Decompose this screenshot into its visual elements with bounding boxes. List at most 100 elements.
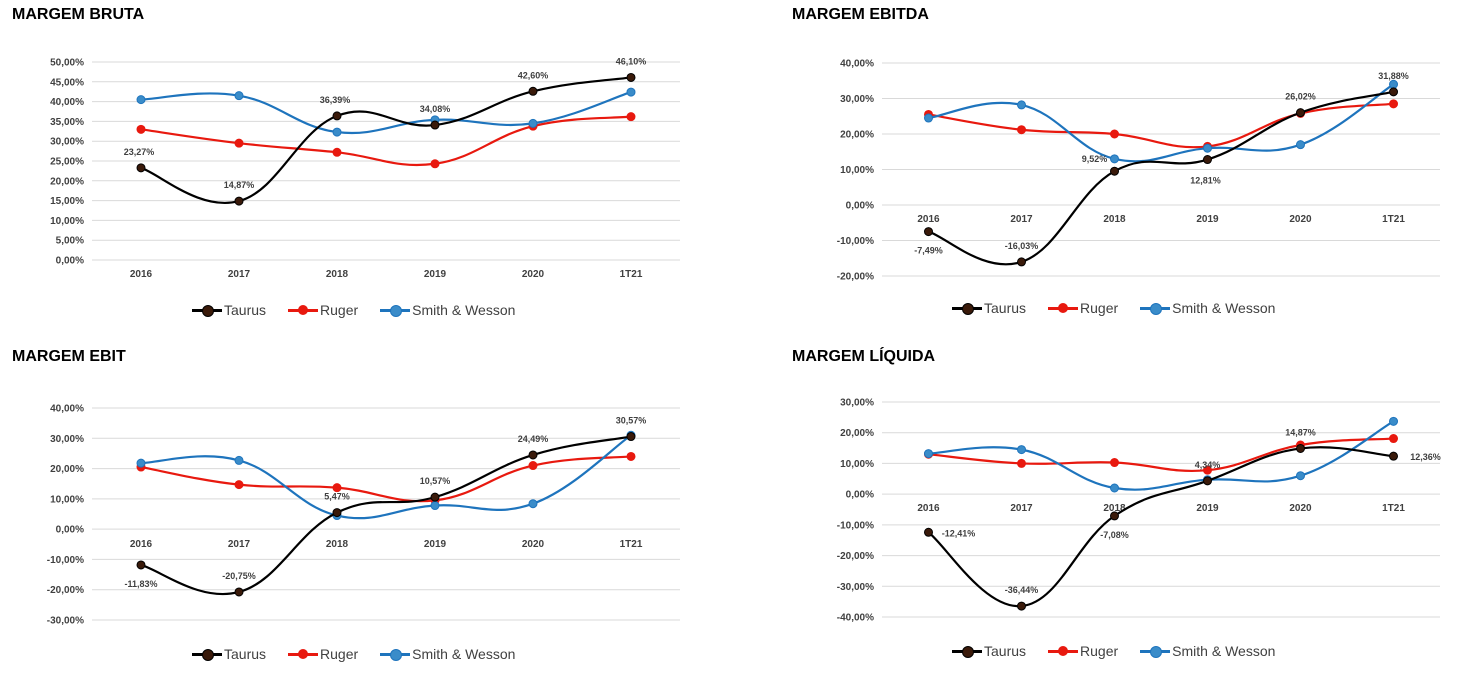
data-point [528, 499, 538, 509]
legend-item-smith-wesson: Smith & Wesson [1140, 300, 1275, 316]
legend-item-taurus: Taurus [192, 302, 266, 318]
y-tick-label: 20,00% [840, 130, 874, 141]
data-point [136, 163, 146, 173]
data-label: 30,57% [616, 416, 647, 426]
y-tick-label: -10,00% [837, 236, 874, 247]
data-label: -16,03% [1005, 241, 1039, 251]
legend-label-ruger: Ruger [1080, 300, 1119, 316]
data-label: 9,52% [1082, 154, 1108, 164]
x-tick-label: 2017 [1010, 503, 1033, 514]
legend-swatch-smith-wesson [1140, 646, 1171, 658]
legend-item-taurus: Taurus [952, 643, 1026, 659]
y-tick-label: 10,00% [840, 459, 874, 470]
y-tick-label: 10,00% [50, 494, 84, 505]
data-label: 5,47% [324, 492, 350, 502]
y-tick-label: 40,00% [50, 97, 84, 108]
data-label: -12,41% [942, 528, 976, 538]
data-point [1296, 108, 1305, 118]
data-point [528, 450, 538, 460]
data-point [1110, 166, 1119, 176]
line-chart-margem-ebitda: -20,00% -10,00% 0,00% 10,00% 20,00% 30,00% 40,… [837, 59, 1440, 283]
series-line-smith-wesson [140, 91, 632, 135]
legend-item-ruger: Ruger [288, 646, 358, 662]
y-tick-label: 10,00% [50, 216, 84, 227]
legend-swatch-taurus [192, 649, 222, 661]
legend-swatch-ruger [1048, 646, 1079, 656]
y-tick-label: 20,00% [840, 428, 874, 439]
data-point [1389, 87, 1398, 97]
data-label: -11,83% [124, 579, 157, 589]
series-line-taurus [140, 435, 632, 595]
y-tick-label: 45,00% [50, 77, 84, 88]
data-point [1017, 125, 1026, 135]
y-tick-label: 15,00% [50, 196, 84, 207]
legend-label-taurus: Taurus [224, 302, 267, 318]
legend-label-ruger: Ruger [1080, 643, 1119, 659]
data-point [234, 138, 244, 148]
series-line-taurus [927, 446, 1394, 608]
data-label: 12,36% [1410, 452, 1441, 462]
data-label: 12,81% [1190, 176, 1221, 186]
data-point [1296, 471, 1305, 481]
legend-label-taurus: Taurus [984, 643, 1027, 659]
data-label: 34,08% [420, 104, 451, 114]
x-tick-label: 2017 [228, 269, 251, 280]
line-chart-margem-liquida: -40,00% -30,00% -20,00% -10,00% 0,00% 10,00% 2… [837, 398, 1441, 624]
x-tick-label: 1T21 [620, 269, 643, 280]
data-point [626, 432, 636, 442]
data-point [332, 147, 342, 157]
legend: Taurus Ruger Smith & Wesson [192, 302, 515, 318]
data-point [234, 587, 244, 597]
data-point [1203, 465, 1212, 475]
data-point [430, 501, 440, 511]
legend-swatch-taurus [192, 305, 222, 317]
x-tick-label: 2018 [1103, 503, 1126, 514]
x-tick-label: 2020 [522, 539, 545, 550]
series-line-ruger [928, 437, 1394, 472]
data-point [924, 527, 933, 537]
x-tick-label: 2018 [326, 539, 349, 550]
data-point [1017, 601, 1026, 611]
data-point [1296, 443, 1305, 453]
data-point [626, 72, 636, 82]
data-point [528, 118, 538, 128]
series-line-ruger [928, 102, 1394, 149]
data-point [1296, 140, 1305, 150]
chart-panel-margem-ebit: MARGEM EBIT -30,00% -20,00% -10,00% 0,00% 10… [12, 344, 702, 674]
x-tick-label: 2016 [917, 503, 940, 514]
data-point [234, 455, 244, 465]
chart-title: MARGEM EBIT [12, 348, 126, 365]
data-label: 36,39% [320, 95, 351, 105]
data-point [1110, 129, 1119, 139]
y-tick-label: -10,00% [47, 555, 84, 566]
y-tick-label: 20,00% [50, 176, 84, 187]
x-tick-label: 2017 [1010, 214, 1033, 225]
data-point [1110, 154, 1119, 164]
data-label: 10,57% [420, 476, 451, 486]
chart-title: MARGEM EBITDA [792, 6, 929, 23]
data-point [136, 560, 146, 570]
data-label: 14,87% [224, 180, 255, 190]
legend-item-taurus: Taurus [952, 300, 1026, 316]
legend-swatch-smith-wesson [380, 649, 411, 661]
x-tick-label: 2018 [1103, 214, 1126, 225]
data-point [626, 112, 636, 122]
series-line-ruger [140, 455, 632, 503]
series-line-taurus [928, 90, 1394, 266]
x-tick-label: 2018 [326, 269, 349, 280]
data-point [332, 127, 342, 137]
data-point [1203, 476, 1212, 486]
data-point [924, 227, 933, 237]
legend-item-ruger: Ruger [288, 302, 358, 318]
legend-swatch-smith-wesson [380, 305, 411, 317]
x-tick-label: 2019 [1196, 214, 1219, 225]
legend-item-smith-wesson: Smith & Wesson [380, 646, 515, 662]
line-chart-margem-ebit: -30,00% -20,00% -10,00% 0,00% 10,00% 20,00% 30… [47, 404, 680, 627]
x-tick-label: 2020 [1289, 214, 1312, 225]
data-point [332, 483, 342, 493]
y-tick-label: 0,00% [846, 201, 874, 212]
data-point [626, 87, 636, 97]
line-chart-margem-bruta: 0,00% 5,00% 10,00% 15,00% 20,00% 25,00% 30,00%… [50, 56, 680, 280]
data-point [1017, 445, 1026, 455]
chart-panel-margem-ebitda: MARGEM EBITDA -20,00% -10,00% 0,00% 10,00% 2… [792, 2, 1465, 332]
